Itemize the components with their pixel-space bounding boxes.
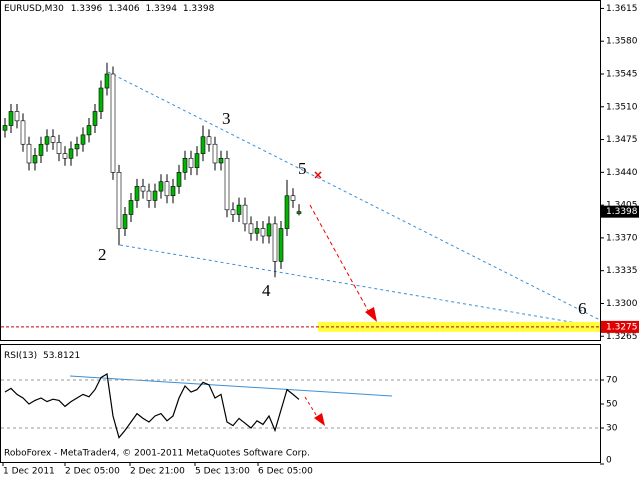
- candle-body: [146, 190, 152, 201]
- candle-body: [206, 136, 212, 145]
- wave-label: 4: [262, 281, 271, 300]
- wave-label: 6: [578, 299, 587, 318]
- y-tick-label: 0: [606, 456, 612, 466]
- candle-body: [170, 186, 176, 197]
- x-tick-label: 2 Dec 21:00: [130, 467, 185, 477]
- main-panel: [0, 0, 601, 341]
- wave-label: 2: [98, 245, 107, 264]
- candle-body: [176, 172, 182, 187]
- target-label: 1.3275: [606, 322, 638, 332]
- candle-body: [182, 157, 188, 173]
- wave-label: 3: [222, 109, 231, 128]
- candle-body: [14, 111, 20, 122]
- candle-body: [152, 190, 158, 201]
- y-tick-label: 1.3580: [606, 37, 638, 47]
- candle-body: [20, 120, 26, 145]
- candle-body: [92, 111, 98, 126]
- candle-body: [8, 111, 14, 126]
- wave-label: 5: [298, 159, 307, 178]
- y-tick-label: 1.3405: [606, 201, 638, 211]
- candle-body: [200, 136, 206, 154]
- y-tick-label: 1.3265: [606, 332, 638, 342]
- chart-title: EURUSD,M30 1.3396 1.3406 1.3394 1.3398: [4, 4, 215, 14]
- last-open: 1.3396: [71, 4, 103, 14]
- candle-body: [164, 181, 170, 197]
- y-tick-label: 1.3335: [606, 266, 638, 276]
- y-tick-label: 1.3370: [606, 233, 638, 243]
- candle-body: [188, 157, 194, 168]
- current-price: 1.3398: [606, 207, 638, 217]
- candle-body: [260, 228, 266, 237]
- candle-body: [266, 223, 272, 237]
- candle-body: [194, 153, 200, 168]
- y-tick-label: 1.3615: [606, 4, 638, 14]
- candle-body: [56, 142, 62, 154]
- y-tick-label: 30: [606, 424, 618, 434]
- candle-body: [38, 143, 44, 156]
- candle-body: [74, 143, 80, 150]
- y-tick-label: 50: [606, 400, 618, 410]
- candle-body: [290, 195, 296, 201]
- x-tick-label: 6 Dec 05:00: [258, 467, 313, 477]
- candle-body: [2, 125, 8, 131]
- watermark: RoboForex - MetaTrader4, © 2001-2011 Met…: [4, 449, 310, 459]
- y-tick-label: 1.3545: [606, 69, 638, 79]
- candle-body: [122, 214, 128, 229]
- rsi-arrowhead: [314, 413, 325, 426]
- candle-body: [32, 155, 38, 164]
- candle-body: [212, 143, 218, 164]
- candle-body: [110, 73, 116, 173]
- rsi-line: [4, 373, 300, 439]
- candle-body: [68, 148, 74, 159]
- candle-body: [50, 136, 56, 143]
- rsi-trendline: [69, 375, 393, 397]
- candle-body: [140, 186, 146, 192]
- price-label-bg: [601, 205, 639, 218]
- candle-body: [272, 223, 278, 262]
- y-tick-label: 1.3440: [606, 168, 638, 178]
- candle-body: [116, 172, 122, 229]
- candle-body: [224, 157, 230, 211]
- candle-body: [248, 223, 254, 234]
- candle-body: [278, 228, 284, 262]
- candle-body: [236, 204, 242, 215]
- candle-body: [230, 209, 236, 215]
- candle-body: [62, 153, 68, 159]
- x-tick-label: 1 Dec 2011: [3, 467, 55, 477]
- y-tick-label: 1.3300: [606, 299, 638, 309]
- cross-marker: [314, 171, 322, 179]
- candle-body: [98, 87, 104, 112]
- y-tick-label: 70: [606, 376, 618, 386]
- candle-body: [26, 143, 32, 164]
- upper-trendline: [107, 71, 601, 321]
- last-low: 1.3394: [145, 4, 177, 14]
- candle-body: [128, 200, 134, 215]
- rsi-arrow: [304, 396, 319, 419]
- candle-body: [284, 195, 290, 229]
- candle-body: [242, 204, 248, 225]
- rsi-last: 53.8121: [43, 351, 80, 361]
- target-label-bg: [601, 320, 639, 333]
- candle-body: [104, 73, 110, 89]
- rsi-name: RSI(13): [4, 351, 37, 361]
- last-high: 1.3406: [108, 4, 140, 14]
- x-tick-label: 5 Dec 13:00: [195, 467, 250, 477]
- candle-body: [44, 136, 50, 145]
- candle-body: [296, 211, 302, 214]
- x-tick-label: 2 Dec 05:00: [65, 467, 120, 477]
- candle-body: [80, 134, 86, 145]
- candle-body: [134, 186, 140, 201]
- candle-body: [158, 181, 164, 192]
- y-tick-label: 1.3475: [606, 135, 638, 145]
- candle-body: [254, 228, 260, 234]
- candle-body: [218, 157, 224, 164]
- forecast-arrowhead: [365, 307, 377, 322]
- symbol: EURUSD,M30: [4, 4, 64, 14]
- candle-body: [86, 125, 92, 136]
- y-tick-label: 1.3510: [606, 102, 638, 112]
- rsi-title: RSI(13) 53.8121: [4, 351, 80, 361]
- last-close: 1.3398: [183, 4, 215, 14]
